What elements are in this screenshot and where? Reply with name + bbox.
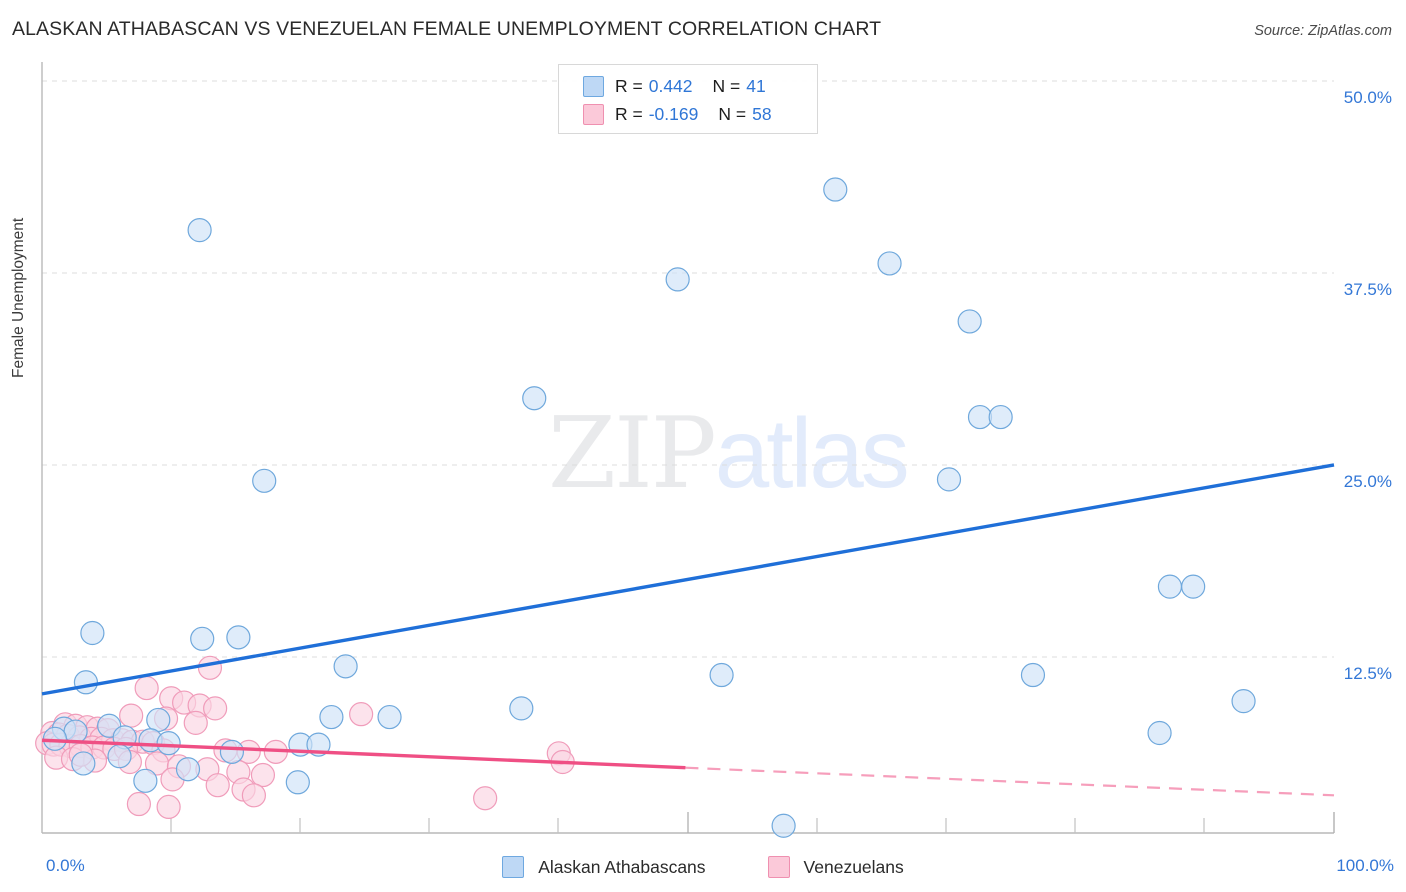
scatter-point (133, 768, 158, 793)
pink-n-label: N = (718, 103, 747, 124)
scatter-point (183, 710, 208, 735)
source-attribution: Source: ZipAtlas.com (1254, 23, 1392, 39)
scatter-point (241, 783, 266, 808)
stat-row-pink: R = -0.169 N = 58 (583, 100, 817, 128)
y-tick-label-37-5: 37.5% (1343, 280, 1392, 299)
scatter-point (473, 786, 498, 811)
scatter-point (146, 707, 171, 733)
scatter-point (509, 696, 534, 721)
scatter-point (252, 468, 277, 493)
blue-series-swatch-icon (583, 75, 604, 97)
pink-series-swatch-icon (583, 103, 604, 125)
scatter-point (771, 813, 796, 838)
scatter-point (63, 719, 88, 744)
trendline-solid (41, 738, 686, 770)
scatter-point (205, 773, 230, 798)
scatter-point (175, 757, 201, 782)
trendlines (41, 463, 1335, 797)
scatter-point (219, 739, 245, 764)
pink-n-value: 58 (752, 103, 772, 124)
scatter-point (126, 791, 151, 817)
x-tick-label-min: 0.0% (46, 856, 85, 875)
scatter-point (988, 404, 1013, 430)
scatter-point (226, 625, 251, 650)
scatter-point (957, 309, 982, 334)
scatter-point (285, 770, 310, 795)
scatter-point (156, 794, 181, 820)
pink-r-value: -0.169 (648, 103, 699, 124)
scatter-point (250, 762, 276, 788)
scatter-point (190, 626, 215, 651)
scatter-point (1181, 574, 1206, 599)
scatter-point (967, 404, 993, 430)
scatter-point (73, 670, 99, 695)
scatter-point (333, 654, 358, 679)
scatter-point (319, 704, 344, 730)
scatter-point (377, 704, 402, 730)
stat-row-blue: R = 0.442 N = 41 (583, 72, 817, 100)
blue-n-label: N = (712, 75, 741, 96)
correlation-stats-box: R = 0.442 N = 41 R = -0.169 N = 58 (558, 64, 818, 134)
y-tick-label-50: 50.0% (1343, 88, 1392, 107)
scatter-point (1157, 574, 1183, 599)
x-axis-ticks (170, 812, 1205, 833)
scatter-point (187, 218, 212, 243)
blue-n-value: 41 (746, 75, 766, 96)
y-tick-label-12-5: 12.5% (1343, 664, 1392, 683)
scatter-point (349, 702, 374, 727)
trendline-dashed (685, 766, 1335, 797)
blue-r-value: 0.442 (648, 75, 693, 96)
scatter-point (71, 751, 96, 776)
scatter-point (1231, 689, 1256, 714)
gridlines (42, 80, 1334, 658)
scatter-point (709, 662, 734, 688)
scatter-point (80, 620, 105, 646)
page-title: ALASKAN ATHABASCAN VS VENEZUELAN FEMALE … (12, 18, 882, 40)
blue-r-label: R = (615, 75, 643, 96)
scatter-point (1147, 720, 1172, 746)
scatter-point (877, 251, 902, 276)
scatter-point (665, 267, 690, 292)
axis-lines (41, 62, 1335, 834)
scatter-point (156, 731, 181, 756)
scatter-point (936, 467, 962, 492)
scatter-point (107, 744, 132, 769)
trendline-solid (41, 463, 1335, 696)
scatter-point (197, 655, 223, 680)
y-tick-label-25: 25.0% (1343, 472, 1392, 491)
scatter-point (823, 177, 848, 202)
scatter-point (1020, 662, 1046, 688)
scatter-point (522, 386, 547, 411)
scatter-point (119, 703, 144, 728)
x-tick-label-max: 100.0% (1336, 856, 1394, 875)
scatter-point (134, 675, 159, 701)
scatter-point (203, 696, 228, 721)
pink-r-label: R = (615, 103, 643, 124)
